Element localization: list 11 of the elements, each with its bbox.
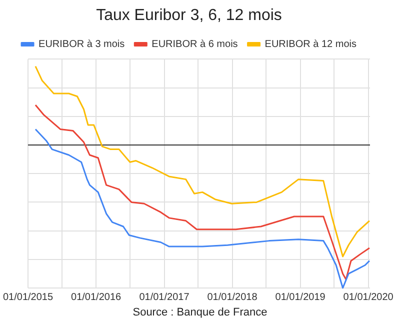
x-tick-label: 01/01/2015 [2,292,54,303]
legend-label: EURIBOR à 6 mois [152,38,238,50]
x-tick-label: 01/01/2020 [343,292,394,303]
source-note: Source : Banque de France [132,306,268,319]
x-tick-label: 01/01/2019 [275,292,326,303]
chart-title: Taux Euribor 3, 6, 12 mois [96,7,282,24]
x-tick-label: 01/01/2016 [71,292,122,303]
x-tick-label: 01/01/2018 [207,292,258,303]
x-tick-label: 01/01/2017 [139,292,190,303]
legend-label: EURIBOR à 12 mois [264,38,356,50]
legend-label: EURIBOR à 3 mois [38,38,125,50]
